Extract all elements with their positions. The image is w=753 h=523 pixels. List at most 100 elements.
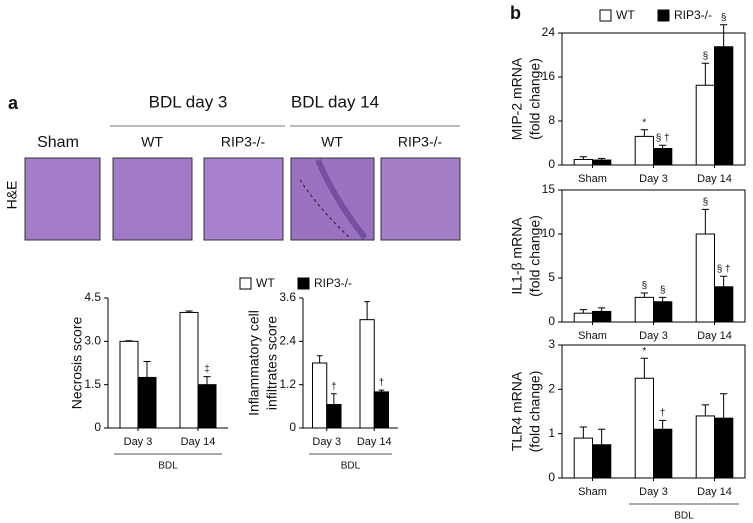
y-axis-label: Inflammatory cell bbox=[246, 310, 262, 416]
error-bar bbox=[579, 309, 588, 314]
histology-image bbox=[380, 157, 461, 241]
error-bar bbox=[364, 301, 370, 320]
error-bar bbox=[640, 357, 649, 379]
bar bbox=[359, 319, 375, 429]
error-bar bbox=[658, 419, 667, 430]
stain-label: H&E bbox=[4, 181, 20, 210]
error-bar bbox=[597, 157, 606, 161]
x-tick-label: Day 3 bbox=[639, 173, 668, 185]
y-tick-label: 10 bbox=[542, 226, 556, 240]
histology-detail bbox=[315, 158, 368, 240]
significance-mark: § bbox=[660, 285, 666, 296]
y-tick-label: 3 bbox=[548, 337, 555, 351]
panel-label: b bbox=[510, 3, 521, 23]
y-tick-label: 2.4 bbox=[279, 334, 296, 348]
significance-mark: † bbox=[331, 381, 337, 392]
error-bar bbox=[719, 24, 728, 47]
error-bar bbox=[331, 393, 337, 405]
bar bbox=[179, 311, 199, 429]
bar bbox=[653, 301, 673, 323]
bar bbox=[714, 417, 734, 479]
bar bbox=[695, 233, 716, 323]
y-tick-label: 1 bbox=[548, 426, 555, 440]
histology-images bbox=[24, 157, 461, 241]
y-tick-label: 1.5 bbox=[84, 377, 101, 391]
x-tick-label: Day 3 bbox=[124, 436, 153, 448]
y-tick-label: 5 bbox=[548, 270, 555, 284]
image-label: RIP3-/- bbox=[398, 134, 443, 150]
error-bar bbox=[378, 389, 385, 392]
y-tick-label: 0 bbox=[548, 157, 555, 171]
x-tick-label: Day 3 bbox=[639, 330, 668, 342]
image-label: WT bbox=[141, 134, 163, 150]
y-axis-label: infiltrates score bbox=[264, 316, 280, 410]
x-group-label: BDL bbox=[341, 461, 361, 472]
significance-mark: ‡ bbox=[204, 364, 210, 375]
y-tick-label: 3.6 bbox=[279, 290, 296, 304]
bar bbox=[695, 415, 716, 479]
legend-swatch bbox=[297, 277, 310, 290]
error-bar bbox=[701, 404, 710, 416]
image-label: Sham bbox=[37, 134, 79, 151]
y-tick-label: 15 bbox=[542, 182, 556, 196]
legend-label: RIP3-/- bbox=[314, 276, 352, 290]
group-header: BDL day 14 bbox=[291, 92, 379, 111]
legend-swatch bbox=[239, 277, 252, 290]
bar bbox=[634, 296, 655, 323]
x-tick-label: Sham bbox=[578, 173, 607, 185]
bar bbox=[373, 391, 389, 429]
bar bbox=[197, 384, 217, 429]
bar bbox=[573, 437, 594, 479]
significance-mark: * bbox=[642, 346, 646, 357]
x-tick-label: Day 14 bbox=[697, 173, 732, 185]
bar bbox=[573, 312, 594, 323]
legend-label: WT bbox=[616, 8, 635, 22]
bar bbox=[695, 84, 716, 166]
significance-mark: § † bbox=[717, 264, 731, 275]
x-tick-label: Day 3 bbox=[639, 486, 668, 498]
legend-swatch bbox=[599, 9, 612, 22]
x-tick-label: Day 14 bbox=[697, 486, 732, 498]
x-tick-label: Day 3 bbox=[312, 436, 341, 448]
y-axis-label: (fold change) bbox=[527, 215, 543, 297]
y-tick-label: 2 bbox=[548, 382, 555, 396]
y-axis-label: Necrosis score bbox=[69, 317, 85, 410]
image-label: RIP3-/- bbox=[221, 134, 266, 150]
error-bar bbox=[701, 62, 710, 86]
x-tick-label: Day 14 bbox=[357, 436, 392, 448]
significance-mark: § bbox=[703, 197, 709, 208]
y-tick-label: 0 bbox=[94, 420, 101, 434]
error-bar bbox=[316, 355, 323, 363]
x-tick-label: Day 14 bbox=[697, 330, 732, 342]
significance-mark: † bbox=[660, 408, 666, 419]
bar bbox=[653, 148, 673, 166]
significance-mark: § bbox=[642, 281, 648, 292]
histology-image bbox=[290, 157, 375, 241]
bar bbox=[592, 159, 612, 166]
legend-label: WT bbox=[256, 276, 275, 290]
significance-mark: § bbox=[721, 12, 727, 23]
bar bbox=[119, 340, 139, 429]
image-label: WT bbox=[321, 134, 343, 150]
x-tick-label: Day 14 bbox=[181, 436, 216, 448]
y-axis-label: (fold change) bbox=[527, 371, 543, 453]
error-bar bbox=[719, 393, 728, 419]
y-tick-label: 0 bbox=[548, 470, 555, 484]
significance-mark: § bbox=[703, 51, 709, 62]
x-group-label: BDL bbox=[674, 511, 694, 522]
y-tick-label: 24 bbox=[542, 25, 556, 39]
error-bar bbox=[597, 428, 606, 445]
y-tick-label: 16 bbox=[542, 69, 556, 83]
bar bbox=[312, 362, 328, 429]
x-tick-label: Sham bbox=[578, 486, 607, 498]
bar bbox=[326, 404, 342, 429]
bar bbox=[714, 286, 734, 323]
error-bar bbox=[579, 156, 588, 160]
histology-detail bbox=[299, 179, 351, 239]
group-header: BDL day 3 bbox=[149, 92, 228, 111]
y-tick-label: 0 bbox=[548, 314, 555, 328]
error-bar bbox=[203, 376, 211, 385]
histology-image bbox=[24, 157, 101, 241]
y-tick-label: 8 bbox=[548, 113, 555, 127]
error-bar bbox=[640, 129, 649, 137]
